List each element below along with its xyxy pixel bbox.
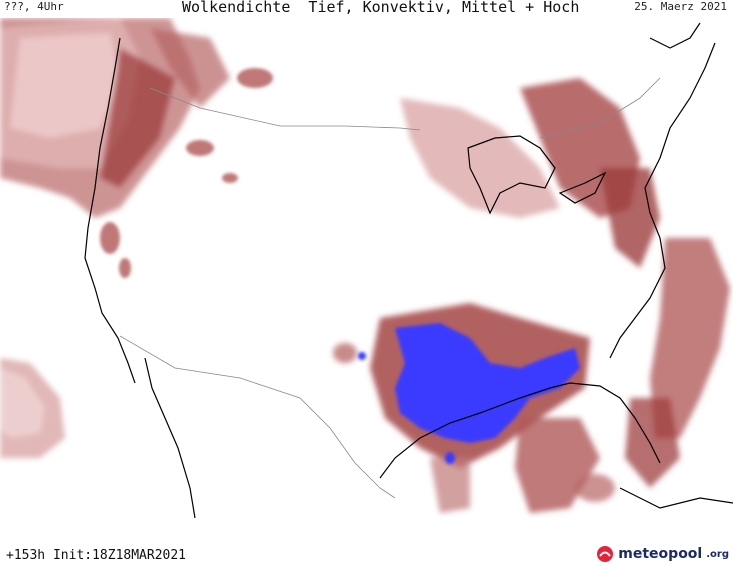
footer: +153h Init:18Z18MAR2021 meteopool .org <box>0 526 733 566</box>
map-title: Wolkendichte Tief, Konvektiv, Mittel + H… <box>182 0 580 16</box>
forecast-time-label: ???, 4Uhr <box>4 0 64 13</box>
forecast-date: 25. Maerz 2021 <box>634 0 727 13</box>
coastlines <box>84 22 733 519</box>
model-run-info: +153h Init:18Z18MAR2021 <box>6 548 187 563</box>
meteopool-logo[interactable]: meteopool .org <box>596 544 729 564</box>
cloud-density-map <box>0 18 733 526</box>
convective-core <box>358 323 580 464</box>
map-canvas <box>0 18 733 519</box>
cloud-region-great-lakes <box>400 78 660 268</box>
brand-name: meteopool <box>618 546 703 562</box>
cloud-region-pacific-northwest <box>0 18 230 218</box>
brand-ext: .org <box>706 548 729 560</box>
meteopool-logo-icon <box>597 546 614 562</box>
cloud-region-pacific-southwest <box>0 358 65 458</box>
cloud-region-atlantic <box>625 238 730 488</box>
header: ???, 4Uhr Wolkendichte Tief, Konvektiv, … <box>0 0 733 18</box>
cloud-region-west-coast <box>100 68 273 278</box>
country-borders <box>119 77 661 499</box>
